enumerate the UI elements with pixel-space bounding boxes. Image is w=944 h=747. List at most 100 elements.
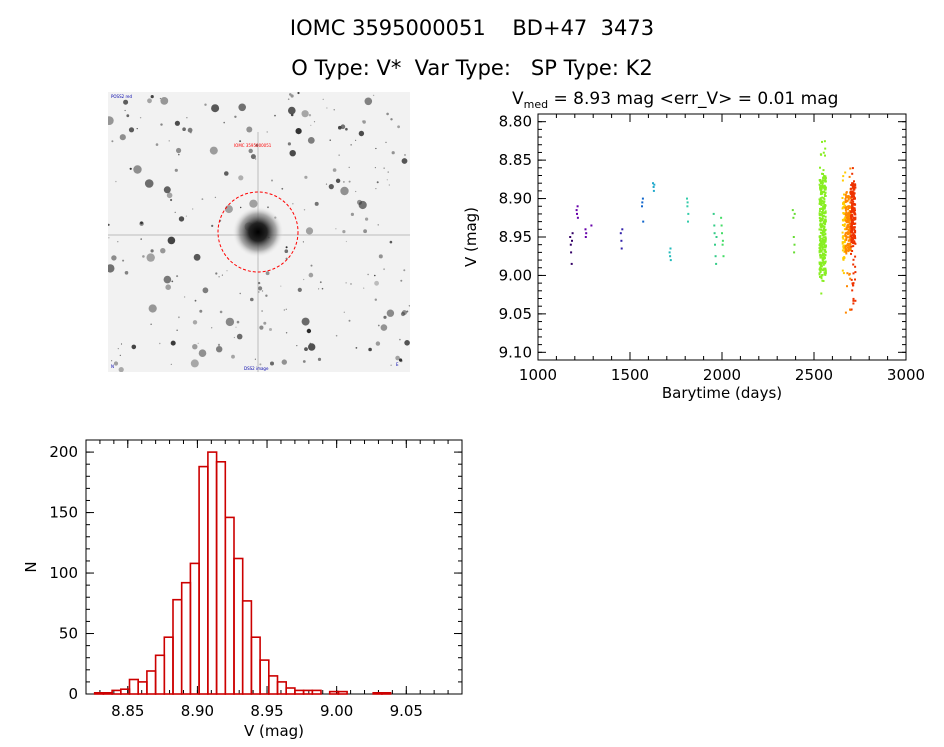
data-point [821, 243, 824, 246]
finder-star [308, 114, 312, 117]
finder-star [150, 323, 152, 325]
y-tick-label: 100 [49, 564, 78, 582]
histogram-bar [337, 690, 348, 695]
finder-star [265, 271, 270, 276]
finder-star [269, 328, 272, 331]
finder-star [386, 309, 395, 317]
finder-star [224, 205, 233, 214]
finder-star [139, 117, 142, 119]
data-point [821, 192, 824, 195]
finder-star [234, 115, 237, 118]
data-point [819, 271, 822, 273]
data-point [824, 154, 826, 157]
data-point [821, 258, 824, 261]
data-point [824, 262, 827, 265]
data-point [849, 212, 852, 215]
data-point [849, 201, 852, 204]
finder-star [133, 165, 142, 174]
data-point [819, 266, 822, 269]
finder-star [374, 298, 377, 301]
finder-star [309, 342, 311, 345]
finder-star [307, 137, 315, 144]
finder-star [111, 140, 114, 143]
data-point [571, 239, 573, 242]
data-point [820, 263, 823, 266]
data-point [854, 271, 857, 274]
data-point [822, 202, 825, 205]
data-point [849, 249, 852, 252]
finder-star [355, 190, 357, 193]
data-point [824, 211, 827, 214]
finder-star [259, 325, 264, 330]
finder-star [374, 274, 376, 277]
data-point [849, 192, 852, 195]
data-point [850, 221, 853, 223]
data-point [851, 203, 854, 206]
data-point [844, 216, 847, 219]
data-point [818, 200, 821, 203]
data-point [851, 223, 853, 226]
data-point [823, 140, 826, 143]
finder-star [119, 134, 126, 141]
finder-star [142, 255, 145, 258]
finder-star [185, 215, 187, 217]
finder-star [108, 116, 114, 125]
data-point [844, 233, 847, 236]
data-point [818, 179, 821, 182]
finder-star [267, 206, 269, 209]
finder-star [159, 342, 161, 345]
data-point [824, 237, 827, 240]
data-point [847, 221, 850, 224]
data-point [818, 217, 821, 219]
histogram-bars [93, 451, 392, 695]
x-tick-label: 9.00 [320, 702, 353, 720]
data-point [823, 249, 826, 252]
data-point [823, 207, 826, 210]
finder-label-bottom-center: DSS2 image [244, 366, 269, 371]
data-point [819, 219, 821, 222]
data-point [821, 140, 823, 143]
data-point [824, 218, 827, 221]
finder-star [265, 294, 268, 297]
data-point [844, 193, 847, 196]
data-point [823, 184, 826, 187]
data-point [853, 184, 856, 187]
data-point [576, 212, 578, 215]
data-point [849, 197, 852, 200]
data-point [849, 243, 852, 246]
data-point [713, 224, 716, 227]
data-point [721, 239, 724, 242]
data-point [821, 238, 824, 241]
data-point [821, 254, 824, 257]
data-point [821, 247, 824, 250]
finder-star [322, 98, 324, 100]
data-point [846, 249, 849, 252]
data-point [821, 219, 824, 222]
data-point [851, 194, 854, 197]
data-point [823, 238, 826, 241]
histogram-bar [311, 689, 322, 695]
finder-star [254, 358, 256, 360]
finder-star [178, 316, 180, 319]
data-point [824, 272, 827, 275]
finder-star [338, 154, 340, 156]
data-point [822, 236, 825, 239]
data-point [847, 243, 850, 246]
data-point [843, 245, 846, 248]
finder-star [335, 178, 341, 183]
data-point [641, 201, 644, 204]
data-point [844, 199, 847, 202]
data-point [853, 213, 856, 216]
data-point [822, 243, 825, 246]
data-point [571, 232, 574, 235]
data-point [822, 186, 825, 189]
data-point [850, 238, 853, 241]
finder-star [348, 180, 351, 183]
finder-star [165, 284, 171, 290]
data-point [823, 174, 826, 177]
data-point [822, 200, 825, 203]
data-point [846, 285, 848, 288]
finder-star [211, 224, 214, 227]
data-point [851, 167, 854, 170]
data-point [852, 195, 855, 197]
